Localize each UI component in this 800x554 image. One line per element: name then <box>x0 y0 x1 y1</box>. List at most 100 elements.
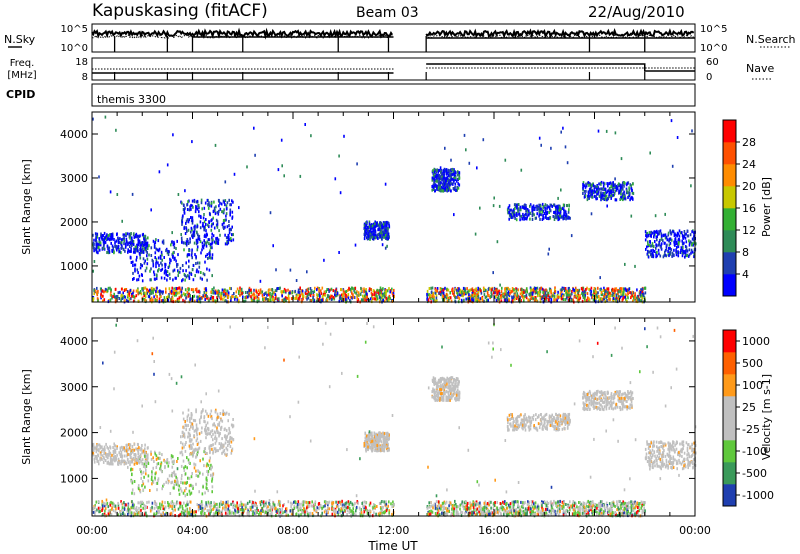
range-cell <box>496 287 498 291</box>
range-cell <box>157 479 159 482</box>
range-cell <box>358 293 360 297</box>
range-cell <box>558 212 561 216</box>
range-cell <box>155 466 158 469</box>
range-cell <box>184 449 187 453</box>
range-cell <box>581 292 583 296</box>
range-cell <box>641 296 644 300</box>
range-cell <box>106 244 109 248</box>
range-cell <box>624 194 626 198</box>
range-cell <box>123 242 125 246</box>
range-cell <box>224 242 227 246</box>
range-cell <box>129 463 131 467</box>
range-cell <box>218 209 220 213</box>
range-cell <box>122 448 124 452</box>
range-cell <box>321 298 323 302</box>
range-cell <box>508 213 511 217</box>
range-cell <box>588 188 591 192</box>
range-cell <box>373 437 376 441</box>
range-cell <box>207 489 209 493</box>
range-cell <box>488 294 490 298</box>
range-cell <box>665 235 668 239</box>
range-cell <box>374 297 377 301</box>
range-cell <box>576 288 579 292</box>
range-cell <box>320 289 322 293</box>
range-cell <box>387 227 389 230</box>
range-cell <box>601 297 603 301</box>
range-cell <box>566 215 569 219</box>
range-cell <box>522 212 524 216</box>
range-cell <box>96 242 98 246</box>
range-cell <box>504 158 507 162</box>
range-cell <box>363 224 366 228</box>
range-cell <box>375 221 377 225</box>
range-cell <box>198 297 201 301</box>
range-cell <box>207 202 209 206</box>
range-cell <box>217 449 219 453</box>
range-cell <box>188 276 191 280</box>
range-cell <box>317 294 319 298</box>
range-cell <box>468 161 471 165</box>
range-cell <box>96 297 99 301</box>
range-cell <box>185 227 188 231</box>
range-cell <box>634 292 636 296</box>
range-cell <box>666 238 669 242</box>
range-cell <box>229 213 231 217</box>
range-cell <box>677 242 679 246</box>
range-cell <box>152 264 155 268</box>
range-cell <box>477 288 480 292</box>
range-cell <box>447 174 450 178</box>
range-cell <box>656 250 658 254</box>
range-cell <box>95 240 98 244</box>
range-cell <box>641 290 644 294</box>
range-cell <box>153 460 155 463</box>
range-cell <box>435 294 438 298</box>
range-cell <box>123 289 126 292</box>
range-cell <box>498 289 500 293</box>
range-cell <box>228 224 230 227</box>
nave-series <box>92 67 695 70</box>
range-cell <box>583 290 586 294</box>
range-cell <box>452 291 454 295</box>
range-cell <box>326 298 329 302</box>
range-cell <box>168 264 171 268</box>
range-cell <box>98 248 101 252</box>
range-cell <box>314 286 316 290</box>
range-cell <box>139 457 142 461</box>
range-cell <box>541 202 544 206</box>
range-cell <box>273 299 275 303</box>
range-cell <box>487 294 489 298</box>
range-cell <box>221 210 223 214</box>
range-cell <box>187 476 189 480</box>
range-cell <box>129 453 132 457</box>
range-cell <box>646 252 649 256</box>
range-cell <box>443 298 446 302</box>
range-cell <box>109 298 112 302</box>
range-cell <box>157 477 160 481</box>
range-cell <box>181 222 183 226</box>
cpid-value: themis 3300 <box>97 93 166 106</box>
range-cell <box>274 289 277 293</box>
range-cell <box>532 205 535 209</box>
range-cell <box>214 450 217 454</box>
range-cell <box>180 233 182 236</box>
range-cell <box>277 168 280 172</box>
range-cell <box>508 288 511 292</box>
range-cell <box>231 216 233 220</box>
range-cell <box>386 437 389 441</box>
range-cell <box>191 248 193 252</box>
range-cell <box>205 235 207 239</box>
range-cell <box>538 203 540 207</box>
range-cell <box>489 287 491 291</box>
range-cell <box>623 197 625 201</box>
range-cell <box>447 188 449 192</box>
cpid-label: CPID <box>6 88 35 101</box>
range-cell <box>182 459 185 463</box>
range-cell <box>150 477 153 481</box>
range-cell <box>438 174 441 177</box>
range-cell <box>496 296 499 300</box>
range-cell <box>528 209 530 213</box>
range-cell <box>176 263 179 267</box>
range-cell <box>195 408 197 412</box>
range-cell <box>234 295 236 299</box>
range-cell <box>199 276 202 280</box>
